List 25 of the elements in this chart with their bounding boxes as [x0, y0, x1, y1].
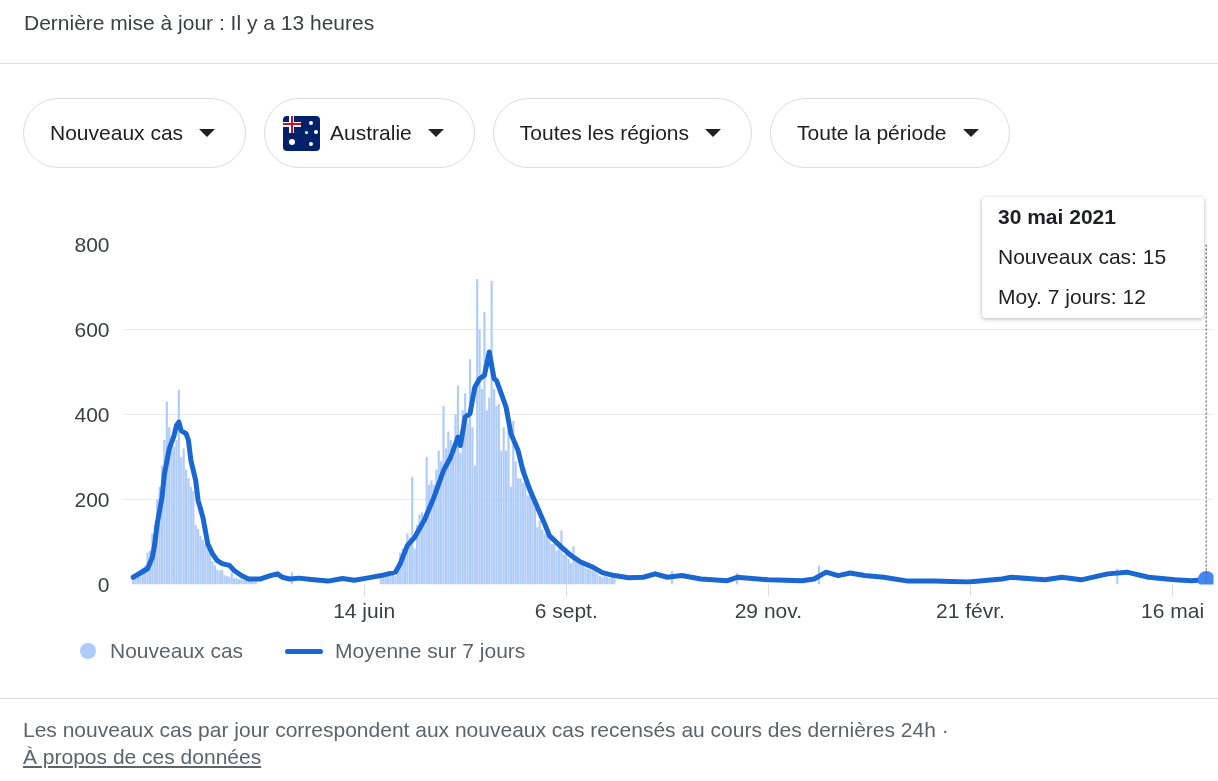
bar [213, 565, 217, 585]
y-tick-label: 0 [97, 572, 110, 596]
bar [192, 491, 195, 585]
y-tick-label: 600 [74, 317, 110, 341]
bar [483, 312, 486, 585]
bar [497, 403, 500, 585]
x-tick-label: 16 mai [1141, 598, 1205, 622]
y-tick-label: 200 [74, 487, 110, 511]
x-tick-label: 14 juin [333, 598, 396, 622]
bar [442, 406, 445, 585]
text: Toute la période [797, 120, 947, 146]
text: Nouveaux cas [50, 120, 184, 146]
text: À propos de ces données [23, 744, 262, 770]
y-tick-label: 400 [74, 402, 110, 426]
legend-label: Moyenne sur 7 jours [335, 638, 526, 664]
annotation: 30 mai 2021 Nouveaux cas: 15 Moy. 7 jours: 12 [998, 204, 1168, 310]
x-tick-label: 21 févr. [936, 598, 1005, 622]
chart-subtitle: Dernière mise à jour : Il y a 13 heures [24, 10, 375, 36]
text: Toutes les régions [519, 120, 690, 146]
text: Australie [330, 120, 412, 146]
x-tick-label: 29 nov. [734, 598, 803, 622]
text: Les nouveaux cas par jour correspondent aux nouveaux cas recensés au cours des dernières 24h · [23, 717, 949, 743]
x-tick-label: 6 sept. [534, 598, 598, 622]
y-tick-label: 800 [74, 232, 110, 256]
legend-label: Nouveaux cas [110, 638, 244, 664]
